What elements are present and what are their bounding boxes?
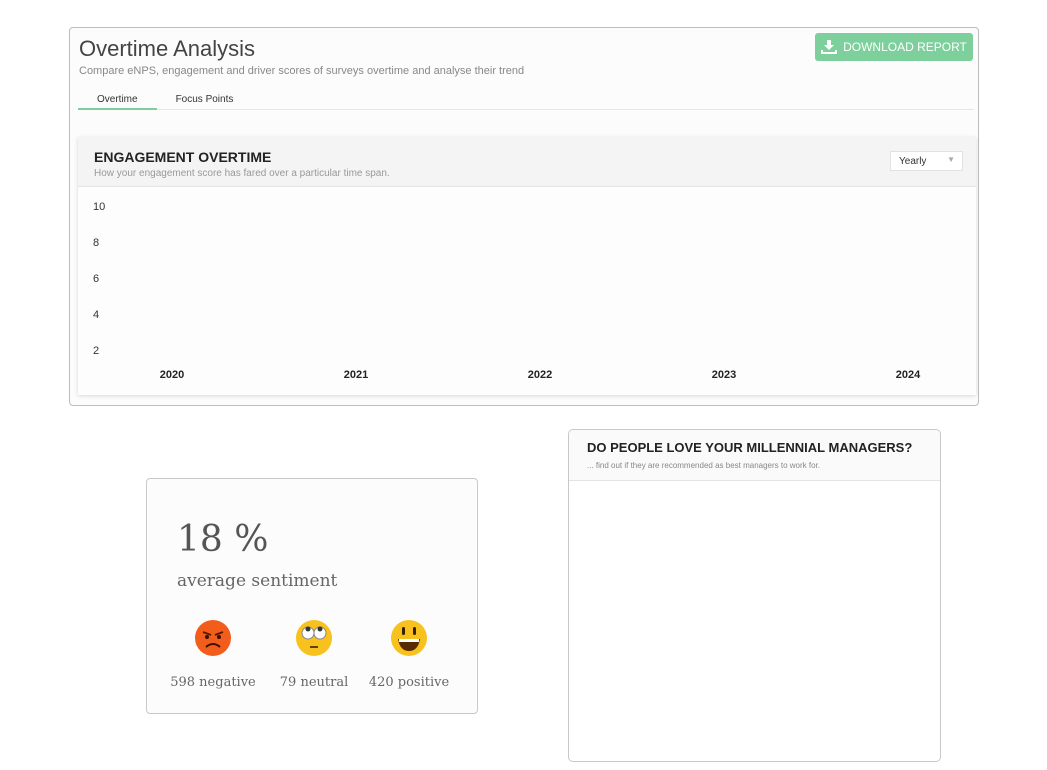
negative-item: 598 negative [163,619,263,690]
x-tick-label: 2024 [896,369,921,381]
eye-roll-face-icon [296,620,332,656]
download-report-button[interactable]: DOWNLOAD REPORT [815,33,973,61]
y-tick-label: 8 [93,237,99,249]
neutral-count: 79 neutral [279,675,349,690]
card-subtitle: ... find out if they are recommended as … [587,461,821,470]
positive-item: 420 positive [359,619,459,690]
card-header: ENGAGEMENT OVERTIME How your engagement … [78,137,976,187]
millennial-managers-card: DO PEOPLE LOVE YOUR MILLENNIAL MANAGERS?… [568,429,941,762]
tab-bar: Overtime Focus Points [78,90,974,110]
period-value: Yearly [899,156,927,167]
tab-focus-points[interactable]: Focus Points [175,94,234,105]
positive-count: 420 positive [368,675,450,690]
y-tick-label: 6 [93,273,99,285]
download-icon [821,40,838,54]
y-tick-label: 2 [93,345,99,357]
angry-face-icon [195,620,231,656]
negative-count: 598 negative [170,675,256,690]
grinning-face-icon [391,620,427,656]
page-subtitle: Compare eNPS, engagement and driver scor… [79,65,525,77]
sentiment-card: 18 % average sentiment 598 negative 79 n… [146,478,478,714]
x-tick-label: 2020 [160,369,184,381]
overtime-analysis-panel: Overtime Analysis Compare eNPS, engageme… [69,27,979,406]
page-title: Overtime Analysis [79,36,256,61]
x-tick-label: 2021 [344,369,368,381]
card-header: DO PEOPLE LOVE YOUR MILLENNIAL MANAGERS?… [569,430,940,481]
card-title: DO PEOPLE LOVE YOUR MILLENNIAL MANAGERS? [587,440,913,455]
y-tick-label: 10 [93,201,105,213]
x-tick-label: 2022 [528,369,552,381]
neutral-item: 79 neutral [264,619,364,690]
card-subtitle: How your engagement score has fared over… [94,168,390,179]
engagement-chart: 2 4 6 8 10 2020 2021 2022 2023 2024 [93,201,921,381]
period-select[interactable]: Yearly ▼ [890,151,963,171]
y-tick-label: 4 [93,309,99,321]
tab-overtime[interactable]: Overtime [78,90,157,110]
sentiment-value: 18 % [177,519,269,560]
sentiment-label: average sentiment [177,571,338,591]
x-tick-label: 2023 [712,369,736,381]
download-report-label: DOWNLOAD REPORT [843,40,967,54]
engagement-overtime-card: ENGAGEMENT OVERTIME How your engagement … [78,137,976,395]
chevron-down-icon: ▼ [947,155,955,164]
card-title: ENGAGEMENT OVERTIME [94,149,272,165]
